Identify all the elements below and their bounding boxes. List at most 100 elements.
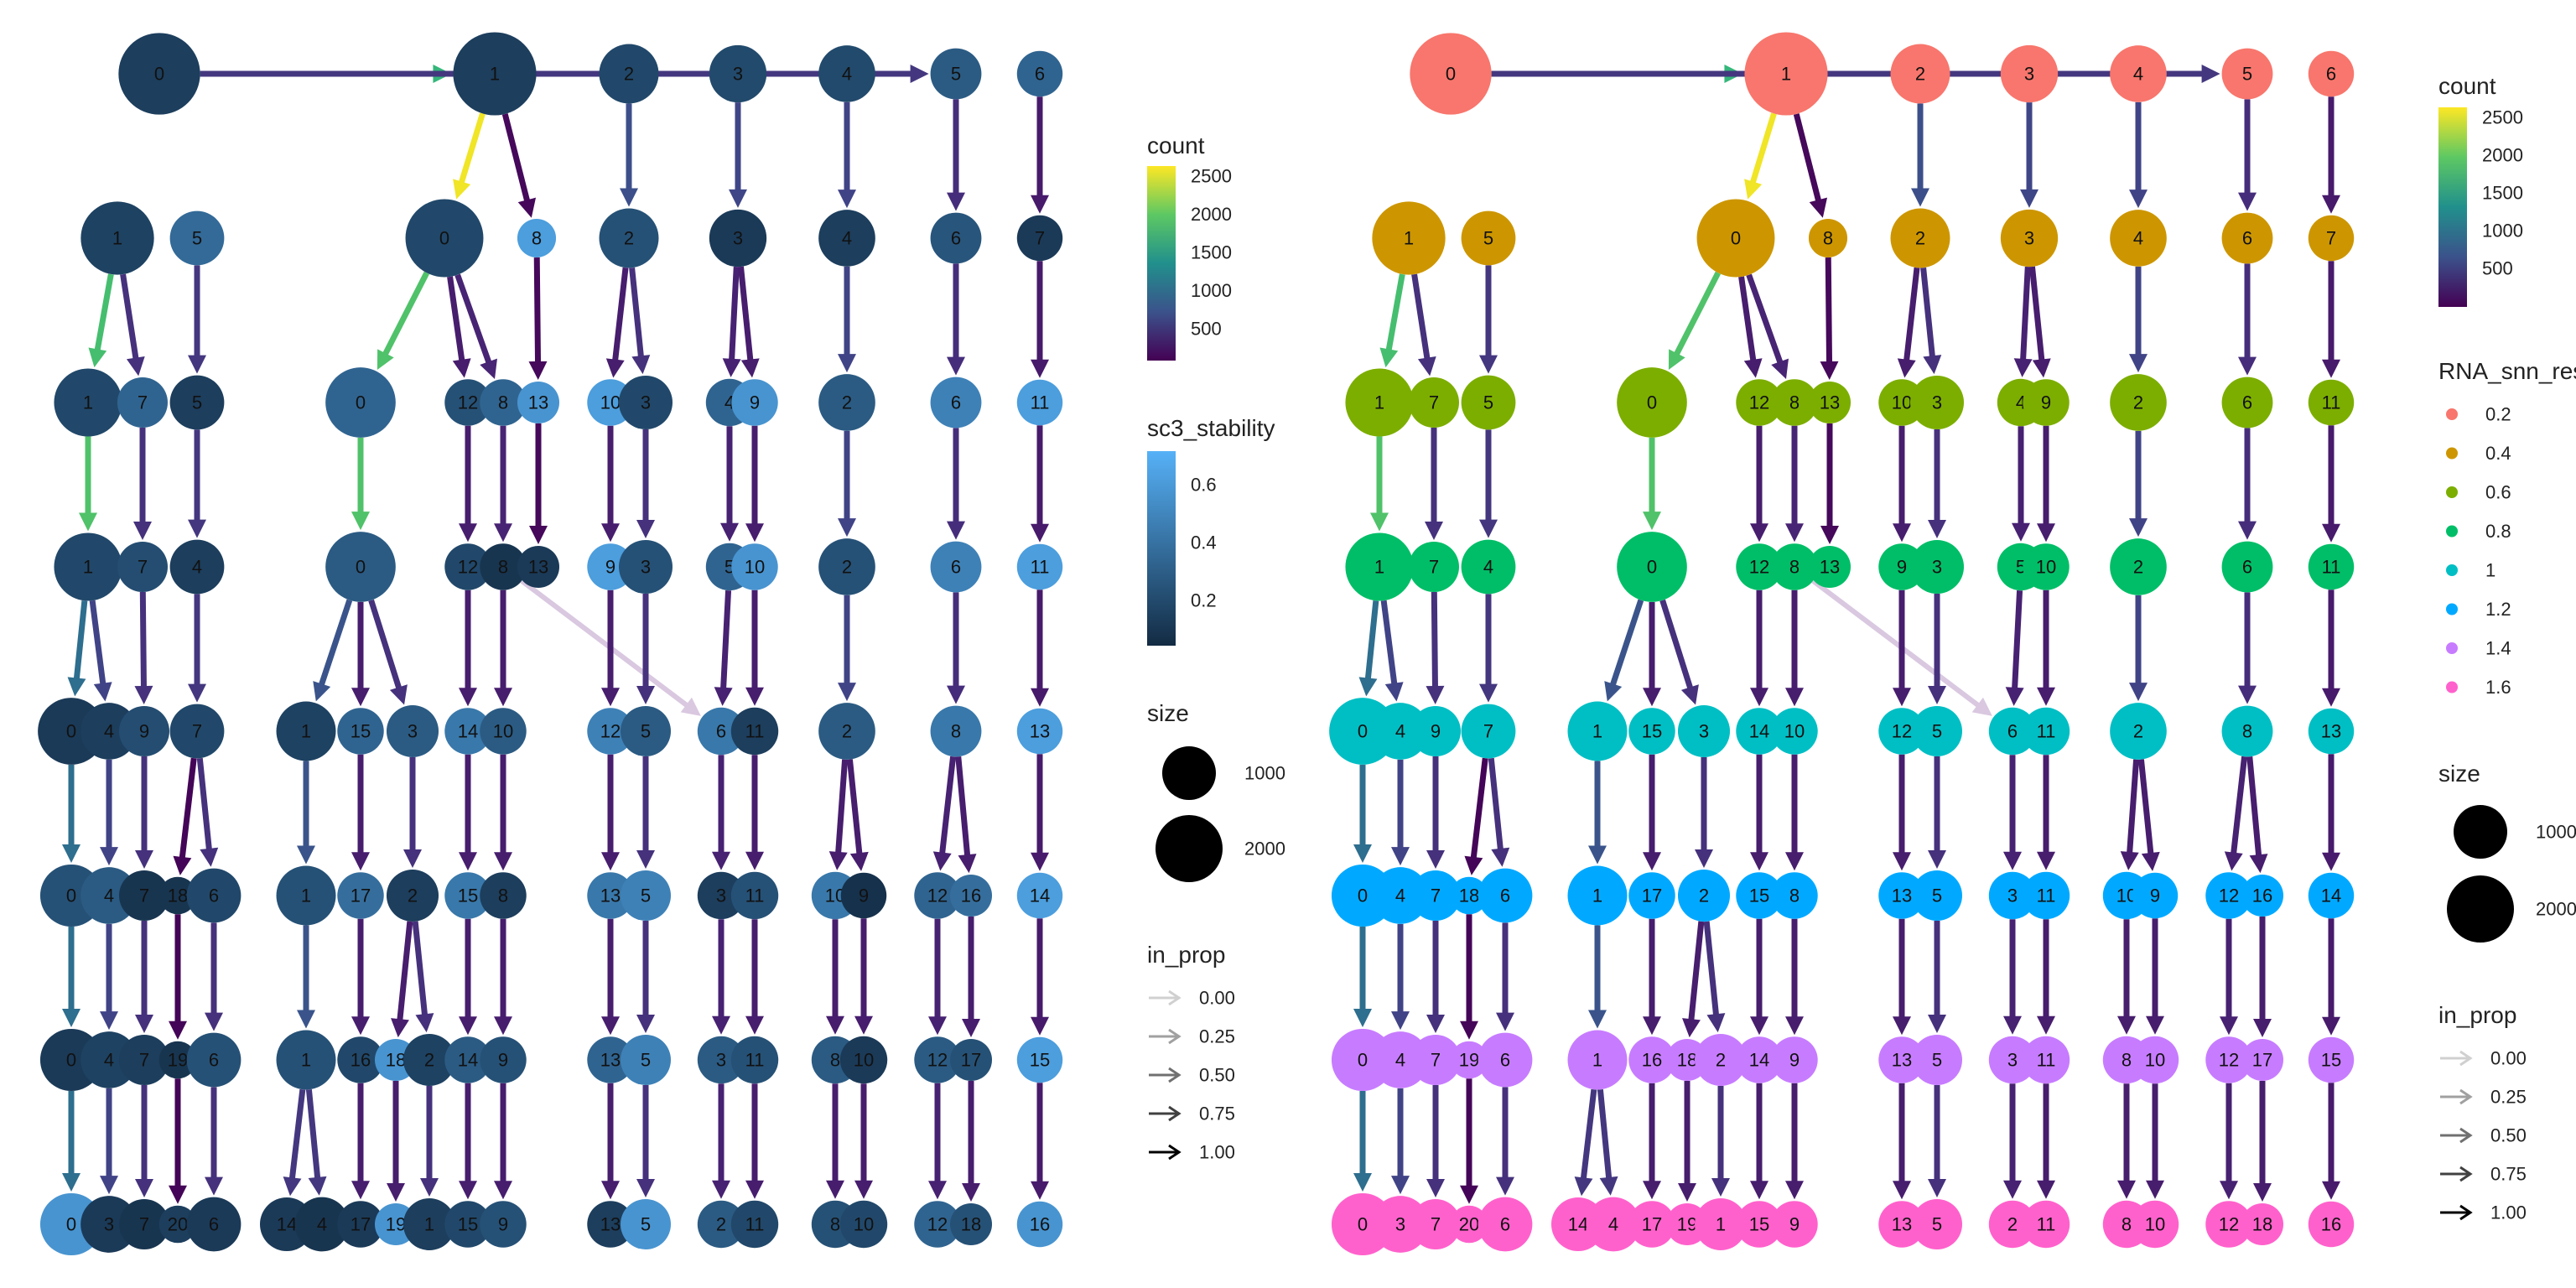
- left-cluster-node-label: 16: [1030, 1214, 1050, 1235]
- right-resolution-key-swatch: [2446, 564, 2458, 576]
- left-cluster-node-label: 6: [951, 392, 961, 413]
- left-tree-edge-arrowhead: [826, 1015, 844, 1035]
- right-inprop-key-arrow: [2459, 1204, 2473, 1221]
- left-tree-edge-arrowhead: [958, 854, 977, 874]
- left-cluster-node-label: 4: [104, 1050, 114, 1071]
- left-cluster-node: [444, 1036, 491, 1083]
- left-cluster-node-label: 7: [138, 392, 148, 413]
- right-resolution-key-label: 1.4: [2485, 638, 2511, 659]
- left-tree-edge-arrowhead: [601, 1016, 620, 1036]
- right-cluster-node-label: 0: [1647, 557, 1657, 578]
- left-tree-edge-arrowhead: [188, 519, 206, 538]
- right-cluster-node-label: 7: [1431, 886, 1441, 906]
- left-cluster-node-label: 9: [750, 392, 760, 413]
- left-tree-edge-arrowhead: [494, 852, 512, 871]
- left-cluster-node-label: 15: [351, 721, 371, 742]
- right-cluster-node-label: 5: [2242, 64, 2252, 85]
- left-tree-edge-arrowhead: [745, 687, 764, 706]
- left-cluster-node: [119, 870, 169, 921]
- right-cluster-node-label: 8: [1789, 886, 1800, 906]
- right-tree-edge-arrowhead: [1893, 1181, 1911, 1200]
- left-tree-edge-arrowhead: [838, 354, 856, 373]
- left-tree-edge-arrowhead: [62, 844, 80, 863]
- right-size-label-2000: 2000: [2536, 899, 2576, 920]
- left-cluster-node: [158, 1041, 197, 1079]
- left-cluster-node: [337, 872, 384, 919]
- left-cluster-node: [186, 1032, 242, 1088]
- right-tree-edge-arrowhead: [1750, 1181, 1768, 1200]
- right-cluster-node: [2221, 377, 2273, 428]
- right-cluster-node: [1988, 1036, 2037, 1084]
- right-tree-edge-arrowhead: [1893, 523, 1911, 543]
- right-tree-edge-arrowhead: [1588, 845, 1607, 865]
- right-tree-edge-arrowhead: [2129, 190, 2148, 209]
- right-tree-edge-arrowhead: [2322, 359, 2340, 378]
- left-cluster-node-label: 11: [1031, 557, 1050, 578]
- right-cluster-node: [2205, 872, 2252, 919]
- left-cluster-node-label: 3: [716, 1050, 726, 1071]
- left-inprop-key-label: 0.25: [1199, 1026, 1235, 1047]
- left-tree-edge-arrowhead: [494, 688, 512, 707]
- right-cluster-node-label: 1: [1374, 557, 1384, 578]
- right-tree-edge: [2019, 266, 2031, 365]
- right-inprop-key-arrow: [2459, 1050, 2473, 1067]
- left-stability-legend-title: sc3_stability: [1147, 415, 1275, 441]
- left-tree-edge: [629, 267, 645, 361]
- left-cluster-node-label: 2: [842, 392, 852, 413]
- left-cluster-node: [697, 1200, 745, 1249]
- right-tree-edge-arrowhead: [2220, 1016, 2238, 1036]
- right-cluster-node-label: 0: [1358, 1050, 1368, 1071]
- left-cluster-node-label: 2: [842, 557, 852, 578]
- left-cluster-node: [1016, 379, 1063, 426]
- right-cluster-node: [2131, 1036, 2179, 1084]
- left-cluster-node: [337, 708, 384, 755]
- left-tree-edge-arrowhead: [636, 686, 655, 704]
- right-cluster-node-label: 18: [1459, 886, 1479, 906]
- right-cluster-node-label: 7: [1431, 1214, 1441, 1235]
- right-cluster-node-label: 4: [1608, 1214, 1618, 1235]
- right-cluster-node-label: 6: [1500, 886, 1510, 906]
- right-resolution-key-swatch: [2446, 525, 2458, 538]
- left-cluster-node-label: 10: [745, 557, 765, 578]
- left-cluster-node: [480, 708, 527, 755]
- left-tree-edge-arrowhead: [1031, 1181, 1049, 1200]
- left-tree-edge-arrowhead: [351, 852, 370, 871]
- right-cluster-node: [1878, 708, 1925, 755]
- left-cluster-node-label: 4: [104, 886, 114, 906]
- left-cluster-node: [276, 701, 336, 761]
- left-tree-edge-arrowhead: [351, 688, 370, 707]
- left-tree-edge: [520, 579, 692, 710]
- left-cluster-node: [621, 1035, 671, 1085]
- right-tree-edge-arrowhead: [2201, 65, 2220, 83]
- left-cluster-node-label: 17: [961, 1050, 981, 1071]
- right-cluster-node-label: 0: [1446, 64, 1456, 85]
- left-cluster-node-label: 2: [624, 228, 634, 249]
- left-tree-edge-arrowhead: [854, 1015, 873, 1035]
- left-cluster-node-label: 14: [277, 1214, 297, 1235]
- left-tree-edge-arrowhead: [745, 1180, 764, 1199]
- left-tree-edge-arrowhead: [928, 1016, 947, 1036]
- right-resolution-key-label: 0.4: [2485, 443, 2511, 464]
- left-cluster-node: [444, 379, 491, 426]
- right-cluster-node-label: 1: [1592, 721, 1602, 742]
- left-cluster-node: [119, 1199, 169, 1249]
- right-tree-edge-arrowhead: [1643, 852, 1661, 871]
- right-cluster-node-label: 17: [2252, 1050, 2272, 1071]
- left-tree-edge-arrowhead: [620, 188, 638, 207]
- right-resolution-key-label: 1.2: [2485, 599, 2511, 620]
- right-cluster-node: [1736, 1201, 1783, 1248]
- right-cluster-node: [1912, 706, 1962, 756]
- right-tree-edge-arrowhead: [1574, 1176, 1593, 1197]
- left-tree-edge-arrowhead: [722, 358, 741, 377]
- right-cluster-node: [1677, 704, 1731, 758]
- right-cluster-node-label: 8: [2242, 721, 2252, 742]
- left-cluster-node: [914, 872, 961, 919]
- left-size-key-1000: [1162, 746, 1216, 800]
- left-tree-edge-arrowhead: [351, 1016, 370, 1036]
- left-tree-edge-arrowhead: [188, 355, 206, 374]
- left-cluster-node-label: 5: [641, 1050, 651, 1071]
- left-cluster-node-label: 0: [66, 721, 76, 742]
- left-tree-edge-arrowhead: [389, 684, 408, 705]
- right-tree-edge-arrowhead: [2020, 189, 2038, 208]
- right-cluster-node-label: 12: [2219, 1214, 2239, 1235]
